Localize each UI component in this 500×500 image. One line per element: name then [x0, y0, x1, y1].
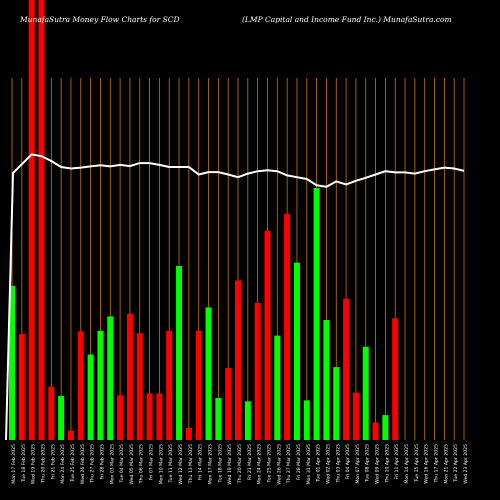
x-tick-label: Mon 31 Mar 2025	[306, 444, 312, 484]
x-tick-label: Wed 12 Mar 2025	[178, 444, 184, 485]
x-tick-label: Wed 26 Feb 2025	[80, 444, 86, 484]
bar-24	[235, 280, 241, 440]
x-tick-label: Mon 17 Mar 2025	[208, 444, 214, 484]
bar-16	[156, 393, 163, 440]
chart-title-right: (LMP Capital and Income Fund Inc.) Munaf…	[242, 15, 452, 24]
bar-31	[303, 400, 310, 440]
bar-20	[195, 330, 202, 440]
bar-15	[146, 393, 153, 440]
x-tick-label: Wed 09 Apr 2025	[375, 444, 381, 484]
x-tick-label: Thu 27 Feb 2025	[90, 444, 96, 484]
x-tick-label: Tue 11 Mar 2025	[168, 444, 174, 484]
bar-26	[254, 302, 261, 440]
bar-28	[274, 335, 281, 440]
bar-34	[333, 367, 340, 440]
bar-17	[166, 330, 173, 440]
trend-line-path	[5, 153, 465, 441]
bar-37	[362, 346, 369, 440]
x-tick-label: Tue 18 Mar 2025	[217, 444, 223, 484]
x-tick-label: Thu 10 Apr 2025	[384, 444, 390, 484]
bar-38	[372, 422, 379, 440]
bar-4	[38, 0, 45, 440]
money-flow-bars	[9, 0, 399, 440]
x-tick-label: Thu 13 Mar 2025	[188, 444, 194, 484]
trend-line	[5, 153, 465, 441]
x-tick-label: Mon 24 Mar 2025	[257, 444, 263, 484]
x-tick-label: Tue 25 Feb 2025	[70, 444, 76, 483]
x-tick-label: Mon 10 Mar 2025	[158, 444, 164, 484]
x-tick-label: Tue 15 Apr 2025	[414, 444, 420, 483]
x-tick-label: Thu 03 Apr 2025	[335, 444, 341, 484]
x-tick-label: Wed 19 Mar 2025	[227, 444, 233, 485]
bar-22	[215, 398, 222, 440]
x-tick-label: Tue 04 Mar 2025	[119, 444, 125, 484]
x-tick-label: Thu 20 Mar 2025	[237, 444, 243, 484]
x-tick-label: Thu 17 Apr 2025	[434, 444, 440, 484]
x-tick-label: Mon 14 Apr 2025	[404, 444, 410, 484]
x-tick-label: Mon 21 Apr 2025	[443, 444, 449, 484]
bar-39	[382, 415, 389, 440]
bar-35	[343, 298, 350, 440]
x-tick-label: Fri 11 Apr 2025	[394, 444, 400, 479]
x-tick-label: Fri 21 Mar 2025	[247, 444, 253, 480]
bar-23	[225, 368, 232, 440]
bar-12	[117, 395, 124, 440]
x-tick-label: Tue 01 Apr 2025	[316, 444, 322, 483]
bar-8	[77, 331, 84, 440]
bar-13	[126, 313, 133, 440]
x-tick-label: Wed 16 Apr 2025	[424, 444, 430, 484]
x-tick-label: Tue 25 Mar 2025	[266, 444, 272, 484]
x-tick-label: Mon 03 Mar 2025	[109, 444, 115, 484]
bar-18	[176, 266, 183, 440]
x-tick-label: Wed 23 Apr 2025	[463, 444, 469, 484]
bar-1	[9, 285, 15, 440]
x-tick-label: Wed 05 Mar 2025	[129, 444, 135, 485]
x-tick-label: Fri 04 Apr 2025	[345, 444, 351, 479]
bar-7	[67, 430, 74, 440]
x-tick-label: Thu 06 Mar 2025	[139, 444, 145, 484]
bar-29	[284, 213, 291, 440]
bar-6	[58, 395, 65, 440]
bar-3	[28, 0, 35, 440]
x-tick-label: Fri 28 Feb 2025	[99, 444, 105, 480]
x-tick-label: Thu 27 Mar 2025	[286, 444, 292, 484]
bar-5	[48, 386, 55, 440]
bar-40	[392, 318, 399, 440]
x-tick-label: Fri 07 Mar 2025	[149, 444, 155, 480]
x-tick-label: Wed 19 Feb 2025	[31, 444, 37, 484]
x-tick-label: Fri 14 Mar 2025	[198, 444, 204, 480]
bar-27	[264, 230, 271, 440]
bar-19	[185, 428, 192, 440]
x-tick-label: Tue 08 Apr 2025	[365, 444, 371, 483]
bar-2	[18, 334, 25, 440]
x-tick-label: Fri 21 Feb 2025	[50, 444, 56, 480]
bar-36	[352, 392, 359, 440]
x-tick-label: Fri 28 Mar 2025	[296, 444, 302, 480]
bar-9	[87, 354, 94, 440]
x-tick-label: Mon 17 Feb 2025	[11, 444, 17, 484]
x-tick-label: Mon 07 Apr 2025	[355, 444, 361, 484]
x-tick-label: Thu 20 Feb 2025	[40, 444, 46, 484]
x-tick-label: Wed 02 Apr 2025	[325, 444, 331, 484]
x-axis-tick-labels: Mon 17 Feb 2025 Tue 18 Feb 2025 Wed 19 Feb…	[11, 444, 469, 485]
bar-14	[136, 333, 143, 440]
bar-21	[205, 307, 212, 440]
chart-title-left: MunafaSutra Money Flow Charts for SCD	[19, 15, 180, 24]
bar-25	[244, 401, 251, 440]
x-tick-label: Mon 24 Feb 2025	[60, 444, 66, 484]
bar-32	[313, 188, 320, 440]
x-tick-label: Tue 18 Feb 2025	[21, 444, 27, 483]
bar-33	[323, 320, 330, 440]
x-tick-label: Tue 22 Apr 2025	[453, 444, 459, 483]
bar-11	[107, 316, 114, 440]
bar-30	[293, 262, 300, 440]
bar-10	[97, 330, 104, 440]
x-tick-label: Wed 26 Mar 2025	[276, 444, 282, 485]
